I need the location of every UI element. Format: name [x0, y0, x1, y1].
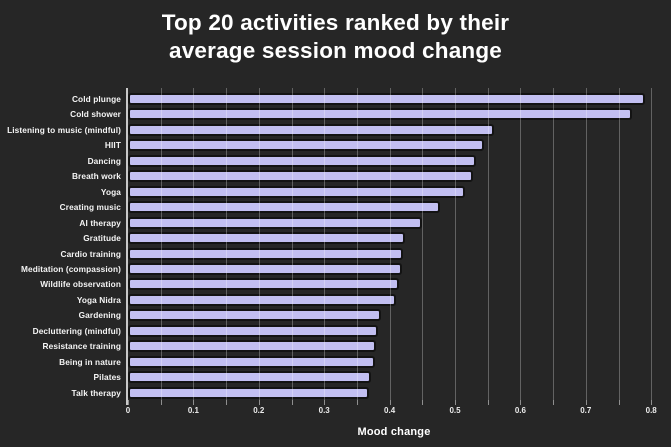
gridline	[422, 88, 424, 400]
category-label: Cold shower	[70, 109, 121, 120]
category-label: Being in nature	[59, 356, 121, 367]
axis-tick	[324, 400, 326, 405]
axis-tick	[193, 400, 195, 405]
y-axis-line	[126, 88, 128, 405]
axis-tick	[291, 400, 293, 405]
gridline	[487, 88, 489, 400]
category-label: Listening to music (mindful)	[7, 124, 121, 135]
gridline	[651, 88, 653, 400]
bar	[128, 170, 473, 183]
axis-tick	[618, 400, 620, 405]
category-label: Creating music	[59, 202, 121, 213]
bar	[128, 262, 403, 275]
gridline	[455, 88, 456, 400]
bar	[128, 355, 375, 368]
category-label: Pilates	[93, 372, 121, 383]
gridline	[226, 88, 228, 400]
bar	[128, 293, 397, 306]
axis-tick	[455, 400, 456, 405]
gridline	[160, 88, 162, 400]
bar	[128, 185, 466, 198]
bar	[128, 154, 476, 167]
gridline	[618, 88, 620, 400]
category-label: Yoga Nidra	[76, 294, 121, 305]
axis-tick	[651, 400, 653, 405]
axis-tick	[128, 400, 129, 405]
axis-tick	[258, 400, 260, 405]
bar	[128, 309, 382, 322]
category-label: Cold plunge	[71, 94, 121, 104]
x-axis-title: Mood change	[357, 426, 431, 438]
bar	[128, 371, 372, 384]
axis-tick-label: 0.1	[187, 406, 199, 415]
axis-tick-label: 0.6	[514, 406, 526, 415]
chart-title-line-1: Top 20 activities ranked by their	[161, 10, 510, 35]
gridline	[258, 88, 260, 400]
axis-tick-label: 0.4	[384, 406, 396, 415]
bar	[128, 247, 404, 260]
category-label: AI therapy	[79, 217, 121, 228]
category-label: Gardening	[78, 310, 121, 321]
axis-tick	[520, 400, 522, 405]
category-label: Decluttering (mindful)	[32, 325, 121, 336]
axis-tick	[487, 400, 489, 405]
category-label: Yoga	[100, 186, 121, 197]
category-label: Gratitude	[83, 233, 121, 244]
bar	[128, 232, 405, 245]
bar	[128, 139, 485, 152]
chart-title: Top 20 activities ranked by their averag…	[0, 9, 671, 65]
gridline	[553, 88, 555, 400]
axis-tick-label: 0.2	[253, 406, 265, 415]
plot-area	[127, 88, 661, 400]
axis-tick	[585, 400, 587, 405]
bar	[128, 386, 369, 399]
gridline	[193, 88, 195, 400]
gridline	[324, 88, 326, 400]
axis-tick-label: 0.8	[645, 406, 657, 415]
axis-tick-label: 0.3	[318, 406, 330, 415]
gridline	[356, 88, 358, 400]
axis-tick	[160, 400, 162, 405]
chart-title-line-2: average session mood change	[168, 38, 503, 63]
category-label: Meditation (compassion)	[20, 263, 121, 274]
gridline	[291, 88, 293, 400]
bar	[128, 201, 440, 214]
category-label: Cardio training	[60, 248, 121, 259]
bar	[128, 93, 645, 105]
category-label: HIIT	[104, 140, 121, 151]
gridline	[585, 88, 587, 400]
bar	[128, 108, 632, 121]
category-label: Resistance training	[42, 341, 121, 352]
axis-tick	[356, 400, 358, 405]
axis-tick	[389, 400, 391, 405]
gridline	[389, 88, 391, 400]
axis-tick	[226, 400, 228, 405]
bar	[128, 340, 376, 353]
axis-tick	[553, 400, 555, 405]
axis-tick	[422, 400, 424, 405]
bar	[128, 216, 423, 229]
bar	[128, 278, 399, 291]
category-label: Dancing	[87, 155, 121, 166]
bar	[128, 324, 379, 337]
category-label: Breath work	[71, 171, 121, 182]
axis-tick-label: 0	[125, 406, 131, 415]
bar	[128, 123, 495, 136]
gridline	[520, 88, 522, 400]
category-label: Wildlife observation	[40, 279, 121, 290]
axis-tick-label: 0.7	[580, 406, 592, 415]
axis-tick-label: 0.5	[449, 406, 461, 415]
category-label: Talk therapy	[71, 387, 121, 398]
